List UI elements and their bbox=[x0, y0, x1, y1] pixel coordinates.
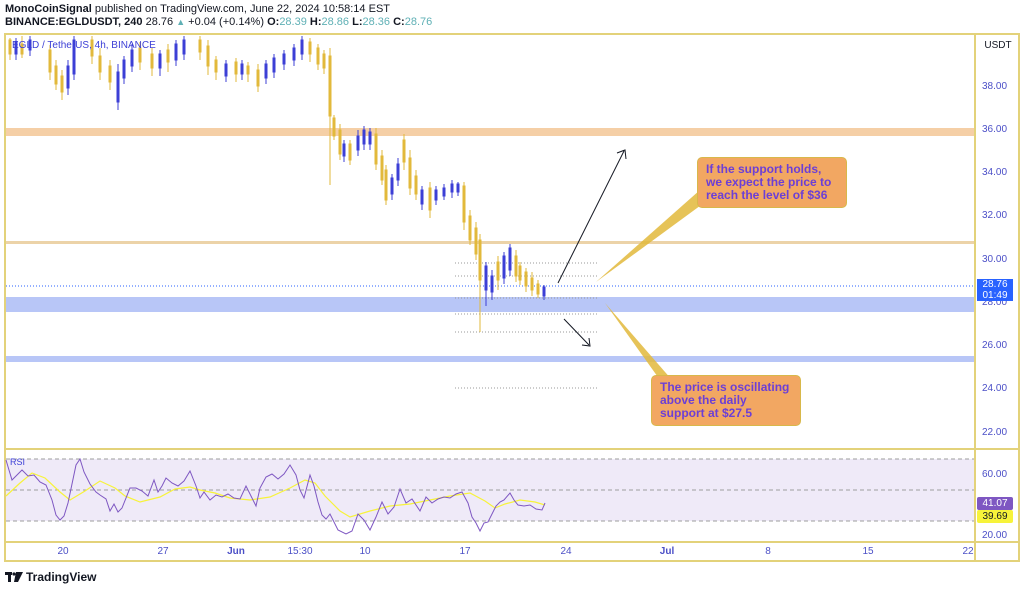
rsi-y-tick: 60.00 bbox=[982, 469, 1008, 480]
price-change: +0.04 (+0.14%) bbox=[188, 16, 265, 28]
rsi-line bbox=[5, 457, 546, 535]
publish-header: MonoCoinSignal published on TradingView.… bbox=[5, 3, 432, 29]
y-tick: 30.00 bbox=[982, 254, 1008, 265]
x-tick: Jun bbox=[227, 546, 245, 557]
lower-support-zone[interactable] bbox=[6, 356, 974, 362]
y-tick: 28.00 bbox=[982, 297, 1008, 308]
y-tick: 38.00 bbox=[982, 81, 1008, 92]
low-label: L: bbox=[352, 16, 363, 28]
time-axis-divider bbox=[4, 541, 1020, 543]
rsi-indicator-label[interactable]: RSI bbox=[10, 457, 26, 467]
publisher-name[interactable]: MonoCoinSignal bbox=[5, 3, 92, 15]
y-tick: 24.00 bbox=[982, 383, 1008, 394]
open-value: 28.39 bbox=[279, 16, 307, 28]
upper-callout[interactable]: If the support holds, we expect the pric… bbox=[697, 157, 847, 208]
current-price-tag: 28.76 01:49 bbox=[977, 279, 1013, 301]
tradingview-brand: TradingView bbox=[26, 570, 97, 584]
price-tag-value: 28.76 bbox=[982, 279, 1008, 290]
rsi-pane-divider[interactable] bbox=[4, 448, 1020, 450]
y-tick: 22.00 bbox=[982, 427, 1008, 438]
price-tag-countdown: 01:49 bbox=[982, 290, 1008, 301]
high-value: 28.86 bbox=[321, 16, 350, 28]
x-tick: Jul bbox=[659, 546, 675, 557]
lower-callout[interactable]: The price is oscillating above the daily… bbox=[651, 375, 801, 426]
price-axis-divider bbox=[974, 33, 976, 562]
close-value: 28.76 bbox=[404, 16, 433, 28]
low-value: 28.36 bbox=[362, 16, 391, 28]
high-label: H: bbox=[309, 16, 322, 28]
y-tick: 36.00 bbox=[982, 124, 1008, 135]
x-tick: 24 bbox=[560, 546, 572, 557]
symbol-label: BINANCE:EGLDUSDT, 240 bbox=[5, 16, 143, 28]
up-arrow-head bbox=[616, 149, 627, 160]
x-tick: 22 bbox=[962, 546, 974, 557]
x-tick: 10 bbox=[359, 546, 371, 557]
rsi-value-tag: 41.07 bbox=[977, 497, 1013, 510]
open-label: O: bbox=[267, 16, 280, 28]
tradingview-logo-icon bbox=[5, 572, 23, 582]
y-tick: 32.00 bbox=[982, 210, 1008, 221]
chart-frame bbox=[4, 33, 1020, 562]
upper-callout-pointer bbox=[596, 190, 708, 282]
down-arrow bbox=[563, 318, 590, 346]
x-tick: 15:30 bbox=[287, 546, 313, 557]
down-arrow-head bbox=[581, 337, 591, 347]
change-arrow-icon: ▲ bbox=[176, 17, 186, 27]
candlesticks[interactable] bbox=[8, 36, 546, 332]
tradingview-logo[interactable]: TradingView bbox=[5, 570, 96, 584]
currency-label[interactable]: USDT bbox=[980, 38, 1016, 54]
published-text: published on TradingView.com, June 22, 2… bbox=[94, 3, 390, 15]
up-arrow bbox=[557, 150, 625, 284]
x-tick: 17 bbox=[459, 546, 471, 557]
close-label: C: bbox=[393, 16, 405, 28]
trend-arrows[interactable] bbox=[557, 149, 627, 347]
lower-callout-pointer bbox=[605, 303, 672, 380]
y-tick: 34.00 bbox=[982, 167, 1008, 178]
resistance-zone-36[interactable] bbox=[6, 128, 974, 136]
resistance-line-30-8[interactable] bbox=[6, 241, 974, 244]
x-tick: 27 bbox=[157, 546, 169, 557]
x-tick: 15 bbox=[862, 546, 874, 557]
rsi-ma-line bbox=[5, 472, 546, 518]
rsi-y-tick: 20.00 bbox=[982, 530, 1008, 541]
rsi-ma-value-tag: 39.69 bbox=[977, 510, 1013, 523]
daily-support-zone[interactable] bbox=[6, 297, 974, 312]
x-tick: 20 bbox=[57, 546, 69, 557]
symbol-info-line: BINANCE:EGLDUSDT, 240 28.76 ▲ +0.04 (+0.… bbox=[5, 16, 432, 29]
chart-symbol-title: EGLD / TetherUS, 4h, BINANCE bbox=[12, 40, 156, 51]
x-tick: 8 bbox=[765, 546, 771, 557]
y-tick: 26.00 bbox=[982, 340, 1008, 351]
last-price: 28.76 bbox=[145, 16, 174, 28]
